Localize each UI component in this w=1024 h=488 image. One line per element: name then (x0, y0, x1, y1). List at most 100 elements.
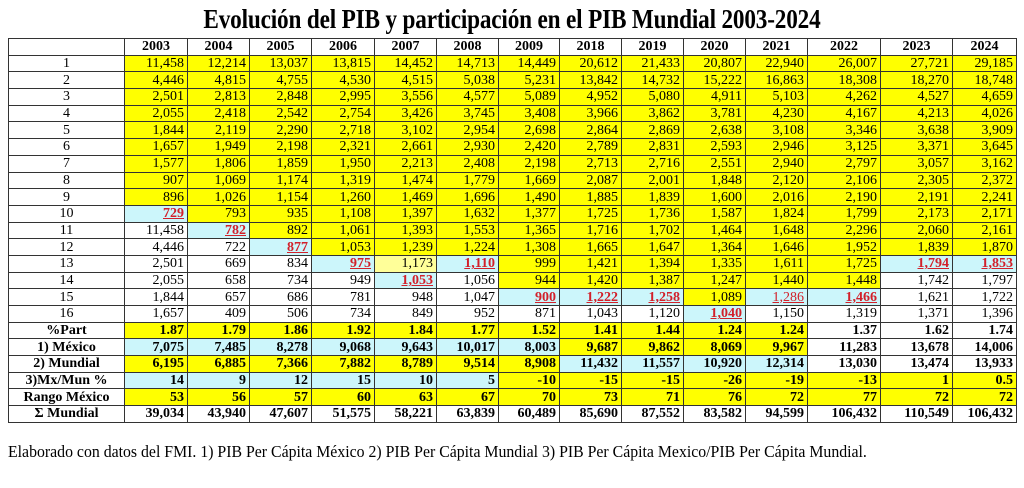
cell-value: 2,198 (276, 139, 309, 155)
header-row: 2003 2004 2005 2006 2007 2008 2009 2018 2019 2020… (8, 38, 1017, 56)
table-cell: 27,721 (880, 54, 953, 73)
cell-value: 13,030 (838, 356, 878, 372)
cell-value: 8,069 (710, 339, 743, 355)
cell-value: 56 (232, 389, 246, 405)
cell-value: 2,001 (648, 172, 681, 188)
row-label: 5 (8, 121, 125, 140)
table-cell: 5,038 (436, 71, 499, 90)
table-cell: 3,346 (807, 121, 881, 140)
table-cell: 1,224 (436, 238, 499, 256)
table-cell: 1,154 (249, 188, 312, 206)
cell-value: 11,458 (146, 56, 184, 72)
cell-value: -15 (661, 373, 680, 389)
table-cell: 72 (952, 388, 1017, 407)
cell-value: 72 (935, 389, 949, 405)
cell-value: 3,781 (710, 106, 743, 122)
table-cell: 999 (498, 254, 560, 273)
cell-value: 849 (412, 306, 433, 322)
cell-value: 2,119 (215, 122, 246, 138)
table-row: 7 1,577 1,806 1,859 1,950 2,213 2,408 2,198 2,71… (8, 154, 1017, 173)
table-cell: 8,069 (683, 338, 746, 357)
table-cell: 14,452 (374, 54, 437, 73)
cell-value: 2,161 (981, 222, 1014, 238)
cell-value: 1,844 (152, 122, 185, 138)
table-cell: 2,171 (952, 204, 1017, 223)
table-cell: 7,075 (124, 338, 188, 357)
table-cell: 1,440 (745, 271, 808, 290)
cell-value: 669 (225, 256, 246, 272)
table-cell: 722 (187, 238, 250, 256)
cell-value: 834 (287, 256, 308, 272)
cell-value: 85,690 (579, 406, 619, 422)
cell-value: -10 (537, 373, 556, 389)
cell-value: 2,813 (214, 89, 247, 105)
table-cell: 4,755 (249, 71, 312, 90)
table-cell: 1.74 (952, 321, 1017, 340)
table-cell: 4,026 (952, 104, 1017, 123)
cell-value: 3,556 (401, 89, 434, 105)
table-cell: 47,607 (249, 405, 312, 423)
cell-value: 1,154 (276, 189, 309, 205)
table-cell: 39,034 (124, 405, 188, 423)
table-cell: 1,393 (374, 221, 437, 240)
table-row: Rango México 53 56 57 60 63 67 70 73 71 76 72 77 72 72 (8, 388, 1017, 407)
table-cell: 72 (880, 388, 953, 407)
table-cell: 781 (311, 288, 375, 306)
table-cell: 1,742 (880, 271, 953, 290)
table-cell: 14,449 (498, 54, 560, 73)
table-cell: 2,087 (559, 171, 622, 190)
cell-value: 1,611 (773, 256, 804, 272)
table-cell: 2,296 (807, 221, 881, 240)
cell-value: 1,657 (152, 306, 185, 322)
table-cell: 1,797 (952, 271, 1017, 290)
cell-value: 3,862 (648, 106, 681, 122)
table-cell: 1,952 (807, 238, 881, 256)
cell-value: 20,612 (579, 56, 619, 72)
cell-value: 1,053 (339, 239, 372, 255)
cell-value: 1,286 (772, 289, 805, 305)
cell-value: 3,371 (917, 139, 950, 155)
table-cell: 1.24 (683, 321, 746, 340)
table-cell: 1,736 (621, 204, 684, 223)
table-cell: 2,813 (187, 88, 250, 106)
cell-value: 1.87 (159, 323, 185, 339)
table-cell: 1,722 (952, 288, 1017, 306)
table-cell: 11,432 (559, 355, 622, 373)
cell-value: 106,432 (967, 406, 1014, 422)
table-row: 11 11,458 782 892 1,061 1,393 1,553 1,365 1,716 1… (8, 221, 1017, 240)
table-cell: 13,933 (952, 355, 1017, 373)
table-cell: 1.86 (249, 321, 312, 340)
cell-value: 8,789 (401, 356, 434, 372)
table-cell: 3,408 (498, 104, 560, 123)
cell-value: 11,458 (146, 222, 184, 238)
cell-value: 734 (350, 306, 371, 322)
table-cell: 15,222 (683, 71, 746, 90)
table-cell: 2,946 (745, 138, 808, 156)
cell-value: -15 (599, 373, 618, 389)
table-cell: 2,954 (436, 121, 499, 140)
cell-value: 14,449 (517, 56, 557, 72)
table-cell: 106,432 (807, 405, 881, 423)
table-cell: 1,870 (952, 238, 1017, 256)
year-header: 2023 (880, 38, 953, 56)
table-cell: 9,862 (621, 338, 684, 357)
cell-value: 13,933 (974, 356, 1014, 372)
cell-value: 1,173 (401, 256, 434, 272)
year-header: 2021 (745, 38, 808, 56)
cell-value: 1,577 (152, 156, 185, 172)
table-cell: 1,725 (807, 254, 881, 273)
row-label: 13 (8, 254, 125, 273)
table-cell: 1,648 (745, 221, 808, 240)
table-cell: 8,278 (249, 338, 312, 357)
cell-value: 53 (170, 389, 184, 405)
table-cell: 1,553 (436, 221, 499, 240)
cell-value: 2,789 (586, 139, 619, 155)
cell-value: 1,797 (981, 272, 1014, 288)
table-cell: 506 (249, 305, 312, 323)
cell-value: 1.37 (852, 323, 878, 339)
cell-value: 1,736 (648, 206, 681, 222)
cell-value: 793 (225, 206, 246, 222)
cell-value: 8,003 (524, 339, 557, 355)
cell-value: 1,587 (710, 206, 743, 222)
cell-value: 686 (287, 289, 308, 305)
